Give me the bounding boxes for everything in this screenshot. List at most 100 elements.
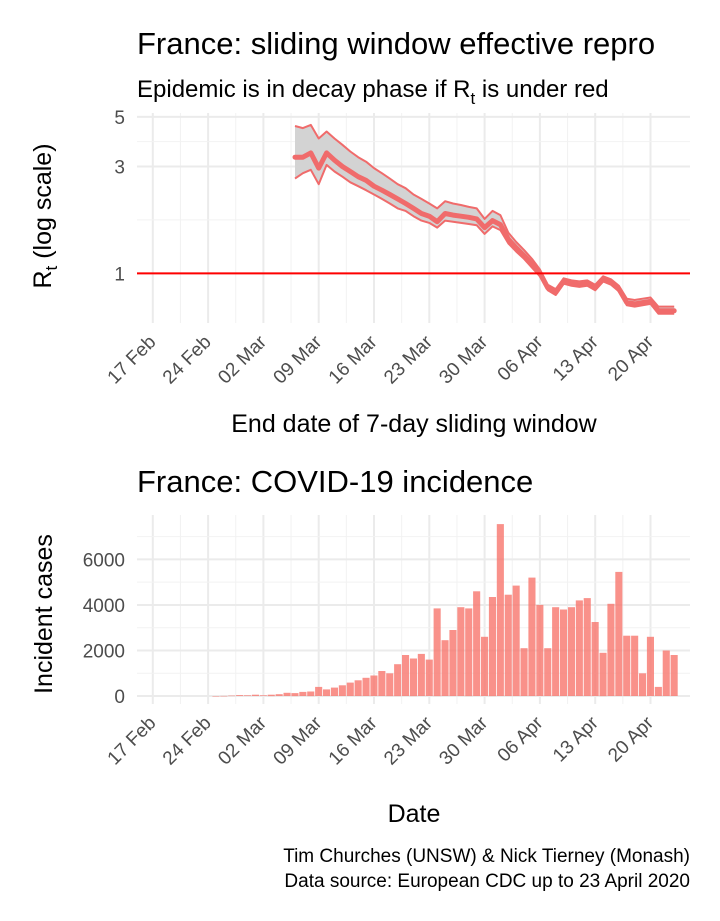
incidence-bar [251, 694, 259, 696]
incidence-bar [552, 607, 560, 696]
incidence-x-tick-label: 30 Mar [435, 712, 492, 769]
incidence-bars [212, 524, 678, 697]
rt-subtitle-tail: is under red [475, 76, 608, 103]
rt-subtitle-subscript: t [471, 89, 476, 108]
incidence-bar [212, 696, 220, 697]
incidence-bar [283, 692, 291, 696]
rt-chart-title: France: sliding window effective repro [137, 26, 655, 61]
incidence-bar [654, 686, 662, 696]
incidence-bar [354, 680, 362, 696]
rt-x-tick-label: 02 Mar [214, 331, 271, 388]
incidence-bar [512, 585, 520, 696]
rt-subtitle-head: Epidemic is in decay phase if R [137, 76, 471, 103]
rt-x-tick-label: 23 Mar [380, 331, 437, 388]
incidence-y-tick-label: 4000 [83, 596, 125, 617]
incidence-bar [267, 694, 275, 697]
incidence-bar [504, 594, 512, 696]
incidence-bar [662, 650, 670, 696]
incidence-bar [370, 675, 378, 696]
incidence-x-tick-label: 09 Mar [270, 712, 327, 769]
incidence-bar [615, 571, 623, 696]
caption-authors: Tim Churches (UNSW) & Nick Tierney (Mona… [283, 846, 690, 867]
incidence-x-tick-label: 02 Mar [214, 712, 271, 769]
incidence-bar [299, 691, 307, 696]
incidence-bar [457, 607, 465, 696]
incidence-bar [473, 591, 481, 696]
incidence-bar [378, 671, 386, 696]
incidence-bar [386, 673, 394, 697]
incidence-bar [433, 608, 441, 697]
rt-mean-line [292, 150, 677, 314]
incidence-bar [481, 636, 489, 696]
rt-chart-subtitle: Epidemic is in decay phase if Rt is unde… [137, 76, 609, 108]
caption-source: Data source: European CDC up to 23 April… [284, 871, 690, 892]
rt-y-axis-title: Rt (log scale) [29, 143, 61, 288]
incidence-x-tick-label: 17 Feb [104, 713, 161, 770]
incidence-bar [362, 677, 370, 696]
incidence-bar [338, 685, 346, 696]
incidence-bar [528, 577, 536, 696]
incidence-bar [275, 694, 283, 696]
incidence-x-tick-label: 20 Apr [604, 712, 658, 766]
incidence-bar [228, 695, 236, 697]
rt-y-tick-label: 5 [114, 108, 125, 129]
incidence-bar [394, 664, 402, 697]
incidence-bar [307, 691, 315, 697]
incidence-bar [417, 653, 425, 696]
incidence-x-tick-label: 24 Feb [159, 713, 216, 770]
incidence-bar [441, 640, 449, 696]
incidence-bar [409, 658, 417, 697]
incidence-chart-title: France: COVID-19 incidence [137, 464, 533, 499]
incidence-bar [520, 648, 528, 696]
rt-y-title-head: R [29, 270, 57, 288]
rt-x-tick-label: 09 Mar [270, 331, 327, 388]
incidence-x-axis-title: Date [388, 800, 441, 828]
incidence-bar [607, 603, 615, 696]
incidence-y-tick-label: 6000 [83, 550, 125, 571]
incidence-bar [623, 635, 631, 696]
incidence-bar [259, 695, 267, 696]
rt-x-axis-title: End date of 7-day sliding window [231, 410, 597, 438]
rt-x-tick-label: 20 Apr [604, 331, 658, 385]
incidence-x-tick-label: 06 Apr [494, 712, 548, 766]
incidence-bar [346, 682, 354, 696]
incidence-y-axis-title: Incident cases [30, 534, 58, 694]
rt-y-title-subscript: t [42, 265, 61, 270]
rt-grid [137, 113, 690, 323]
incidence-x-tick-label: 13 Apr [549, 712, 603, 766]
incidence-bar [402, 655, 410, 696]
incidence-bar [425, 659, 433, 696]
incidence-bar [567, 607, 575, 696]
rt-y-title-tail: (log scale) [29, 143, 57, 265]
incidence-bar [291, 693, 299, 697]
incidence-bar [591, 622, 599, 696]
rt-x-tick-label: 16 Mar [325, 331, 382, 388]
rt-x-tick-label: 13 Apr [549, 331, 603, 385]
rt-x-tick-label: 24 Feb [159, 332, 216, 389]
incidence-x-tick-label: 23 Mar [380, 712, 437, 769]
incidence-bar [488, 597, 496, 697]
incidence-bar [631, 635, 639, 696]
rt-x-tick-label: 06 Apr [494, 331, 548, 385]
incidence-x-tick-label: 16 Mar [325, 712, 382, 769]
incidence-bar [220, 695, 228, 697]
rt-y-tick-labels: 1 3 5 [114, 108, 125, 286]
rt-y-tick-label: 1 [114, 264, 125, 285]
incidence-bar [639, 673, 647, 697]
incidence-bar [646, 636, 654, 696]
rt-upper-bound-line [294, 123, 675, 308]
incidence-bar [449, 630, 457, 696]
incidence-bar [670, 655, 678, 696]
incidence-bar [496, 524, 504, 696]
incidence-bar [599, 652, 607, 697]
incidence-bar [544, 648, 552, 696]
rt-x-tick-label: 30 Mar [435, 331, 492, 388]
rt-y-tick-label: 3 [114, 157, 125, 178]
incidence-bar [465, 608, 473, 697]
incidence-y-tick-label: 0 [114, 687, 125, 708]
incidence-bar [323, 689, 331, 696]
incidence-y-tick-labels: 0 2000 4000 6000 [83, 550, 125, 708]
